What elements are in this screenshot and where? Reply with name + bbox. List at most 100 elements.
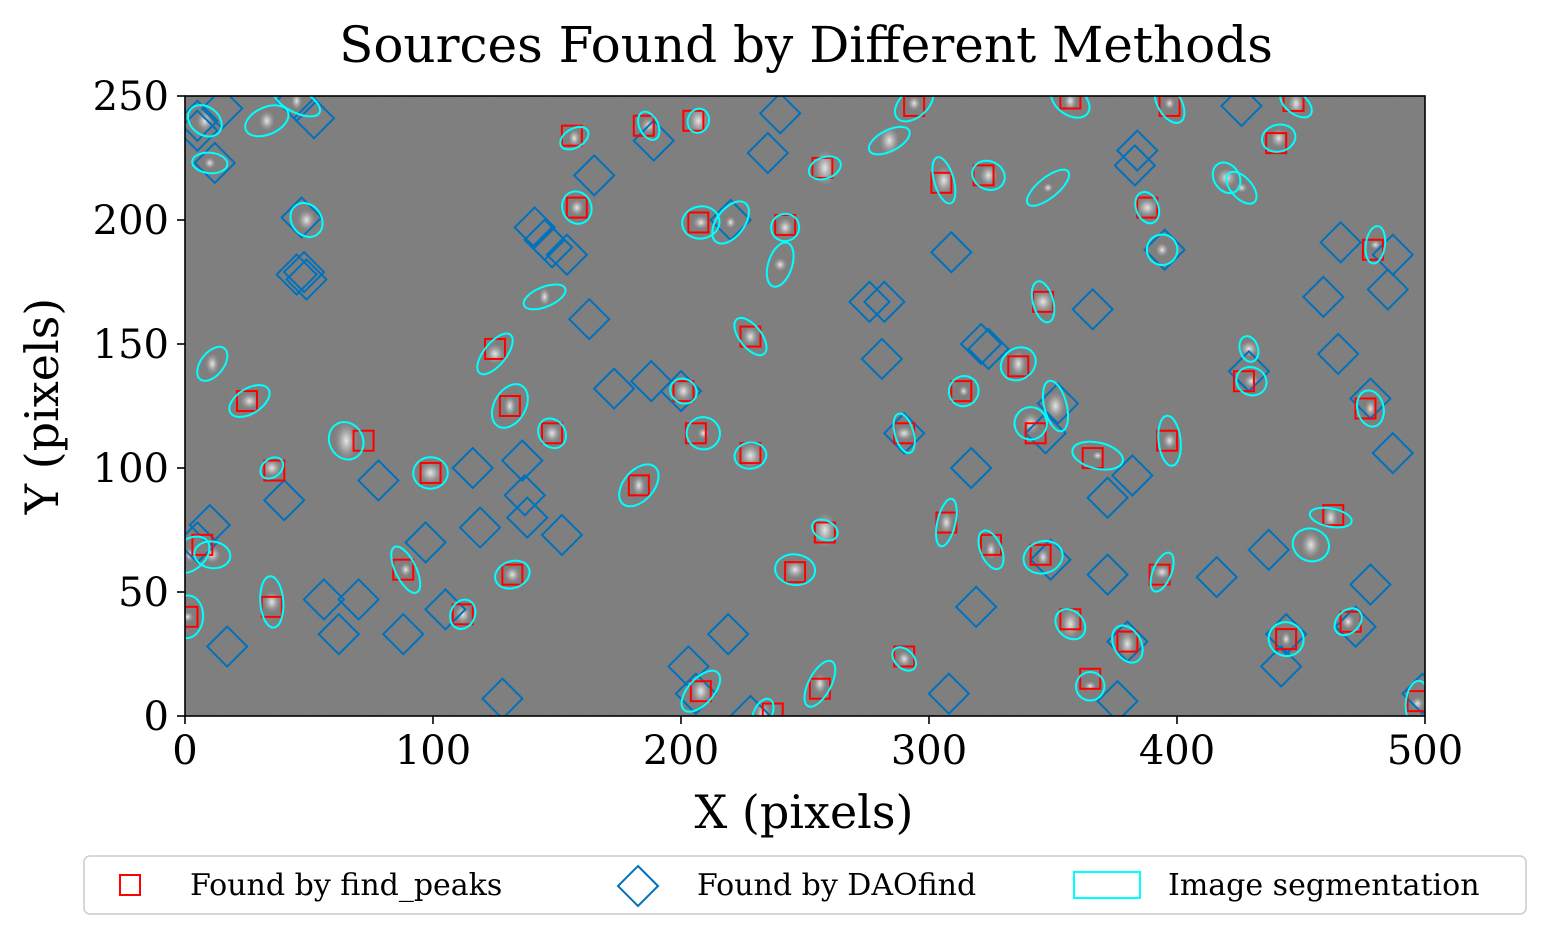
segmentation-marker: [867, 125, 911, 156]
find-peaks-marker: [541, 422, 564, 445]
find-peaks-marker: [774, 213, 797, 236]
find-peaks-marker: [1158, 96, 1181, 117]
find-peaks-marker: [191, 533, 214, 556]
star-glow: [485, 343, 505, 365]
segmentation-marker: [681, 205, 721, 240]
segmentation-marker: [803, 659, 837, 708]
segmentation-marker: [891, 646, 918, 672]
star-glow: [1063, 96, 1077, 112]
star-glow: [1364, 399, 1376, 418]
daofind-marker: [1115, 129, 1159, 172]
y-tick-label: 200: [93, 198, 169, 244]
daofind-marker: [513, 206, 557, 249]
y-tick-label: 100: [93, 446, 169, 492]
segmentation-marker: [1145, 233, 1179, 267]
segmentation-marker: [637, 110, 661, 141]
segmentation-marker: [1153, 96, 1186, 124]
segmentation-marker: [476, 332, 514, 376]
daofind-marker: [1086, 476, 1129, 520]
y-tick-label: 50: [118, 570, 169, 616]
daofind-marker: [1029, 538, 1072, 582]
segmentation-marker: [390, 545, 422, 594]
star-glow: [568, 129, 581, 148]
find-peaks-marker: [689, 680, 712, 703]
star-glow: [1153, 564, 1171, 580]
star-glow: [773, 257, 788, 272]
daofind-marker: [205, 625, 249, 668]
segmentation-marker: [1260, 123, 1297, 153]
find-peaks-marker: [419, 461, 442, 484]
y-axis-label: Y (pixels): [15, 298, 69, 516]
star-glow: [632, 474, 646, 497]
x-tick-label: 400: [1139, 728, 1215, 774]
star-glow: [262, 458, 282, 478]
star-glow: [1300, 531, 1321, 559]
markers-layer: [185, 96, 1425, 716]
daofind-marker: [280, 196, 323, 239]
find-peaks-marker: [930, 171, 953, 194]
daofind-marker: [317, 612, 361, 656]
daofind-marker: [959, 322, 1003, 366]
daofind-marker: [1086, 553, 1129, 597]
find-peaks-marker: [1322, 504, 1345, 527]
star-glow: [697, 427, 710, 440]
daofind-marker: [882, 411, 926, 455]
find-peaks-marker: [1282, 96, 1305, 112]
star-glow: [399, 562, 412, 577]
star-glow: [543, 423, 561, 443]
segmentation-marker: [259, 575, 285, 629]
segmentation-marker: [193, 540, 232, 570]
star-glow: [1084, 681, 1097, 692]
daofind-marker: [540, 513, 584, 557]
star-glow: [569, 199, 585, 216]
find-peaks-marker: [260, 595, 283, 618]
segmentation-marker: [1054, 608, 1087, 641]
segmentation-marker: [751, 697, 775, 716]
segmentation-marker: [1022, 539, 1064, 575]
star-glow: [203, 157, 216, 169]
daofind-marker: [1371, 431, 1415, 475]
star-glow: [418, 461, 443, 485]
segmentation-marker: [1071, 440, 1124, 471]
daofind-marker: [302, 578, 346, 621]
daofind-marker: [282, 250, 326, 294]
daofind-marker: [357, 458, 400, 502]
daofind-marker: [632, 119, 676, 163]
daofind-marker: [275, 96, 319, 123]
daofind-marker: [458, 506, 502, 549]
find-peaks-marker: [1007, 355, 1030, 378]
star-glow: [205, 353, 220, 375]
segmentation-marker: [733, 441, 768, 470]
star-glow: [1010, 350, 1027, 377]
segmentation-marker: [1355, 389, 1385, 428]
daofind-marker: [967, 327, 1010, 371]
legend-label-segmentation: Image segmentation: [1168, 868, 1480, 903]
star-glow: [503, 395, 517, 417]
star-glow: [185, 611, 194, 623]
segmentation-marker: [765, 241, 795, 288]
star-glow: [1118, 630, 1137, 658]
segmentation-marker: [1333, 607, 1363, 637]
find-peaks-marker: [501, 563, 524, 586]
star-glow: [896, 650, 912, 668]
daofind-marker: [706, 612, 750, 656]
y-tick-label: 250: [93, 74, 169, 120]
segmentation-marker: [522, 283, 567, 311]
segmentation-marker: [187, 104, 223, 138]
daofind-marker: [185, 99, 219, 143]
find-peaks-marker: [784, 561, 807, 584]
star-glow: [1060, 609, 1080, 640]
star-glow: [297, 209, 316, 231]
daofind-marker: [530, 225, 574, 269]
find-peaks-marker: [687, 211, 710, 234]
segmentation-marker: [686, 107, 711, 134]
daofind-marker: [1259, 644, 1303, 688]
daofind-marker: [1096, 679, 1139, 716]
segmentation-marker: [1238, 335, 1260, 363]
star-glow: [1323, 505, 1339, 530]
find-peaks-marker: [352, 429, 375, 452]
star-glow: [939, 511, 954, 534]
segmentation-marker: [228, 384, 271, 418]
star-glow: [239, 392, 260, 410]
